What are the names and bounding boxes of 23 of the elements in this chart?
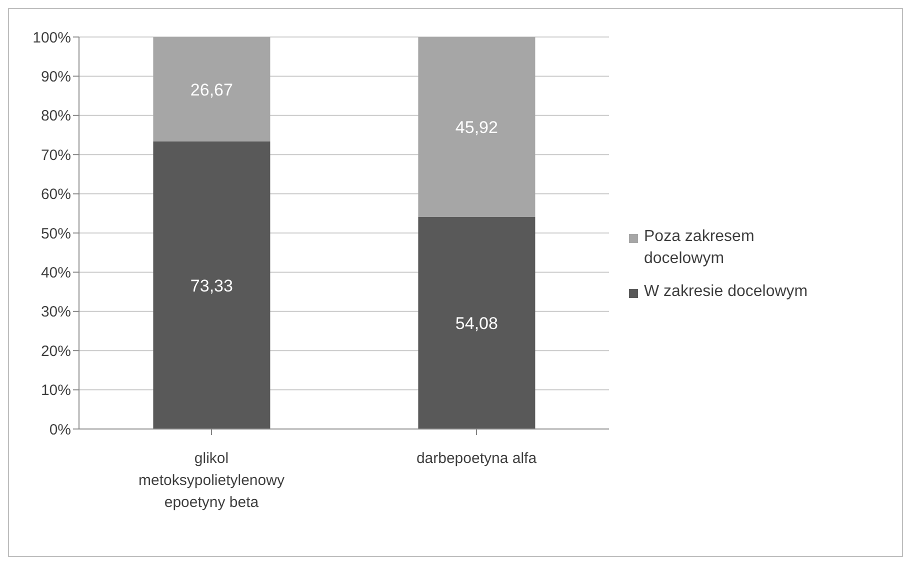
y-tick-label: 30% (40, 304, 71, 321)
y-tick-label: 10% (40, 382, 71, 400)
bar (418, 217, 536, 429)
data-label: 26,67 (190, 80, 233, 100)
bar (153, 37, 270, 142)
data-label: 54,08 (455, 314, 498, 334)
y-tick-label: 0% (49, 421, 71, 438)
data-label: 45,92 (455, 118, 498, 138)
x-tick-label: glikol metoksypolietylenowy epoetyny beta (138, 450, 285, 511)
y-tick-label: 50% (40, 225, 71, 242)
y-tick-label: 70% (40, 146, 71, 164)
y-tick-label: 80% (40, 108, 71, 125)
legend-label: Poza zakresem docelowym (644, 227, 756, 269)
y-tick-label: 40% (40, 264, 71, 282)
y-tick-label: 90% (40, 68, 71, 86)
y-tick-label: 20% (40, 342, 71, 360)
y-tick-label: 100% (32, 29, 71, 46)
data-label: 73,33 (190, 276, 233, 296)
legend-label: W zakresie docelowym (644, 282, 809, 302)
y-tick-label: 60% (40, 186, 71, 204)
bar (418, 37, 536, 218)
bar (153, 142, 270, 429)
x-tick-label: darbepoetyna alfa (416, 450, 538, 467)
